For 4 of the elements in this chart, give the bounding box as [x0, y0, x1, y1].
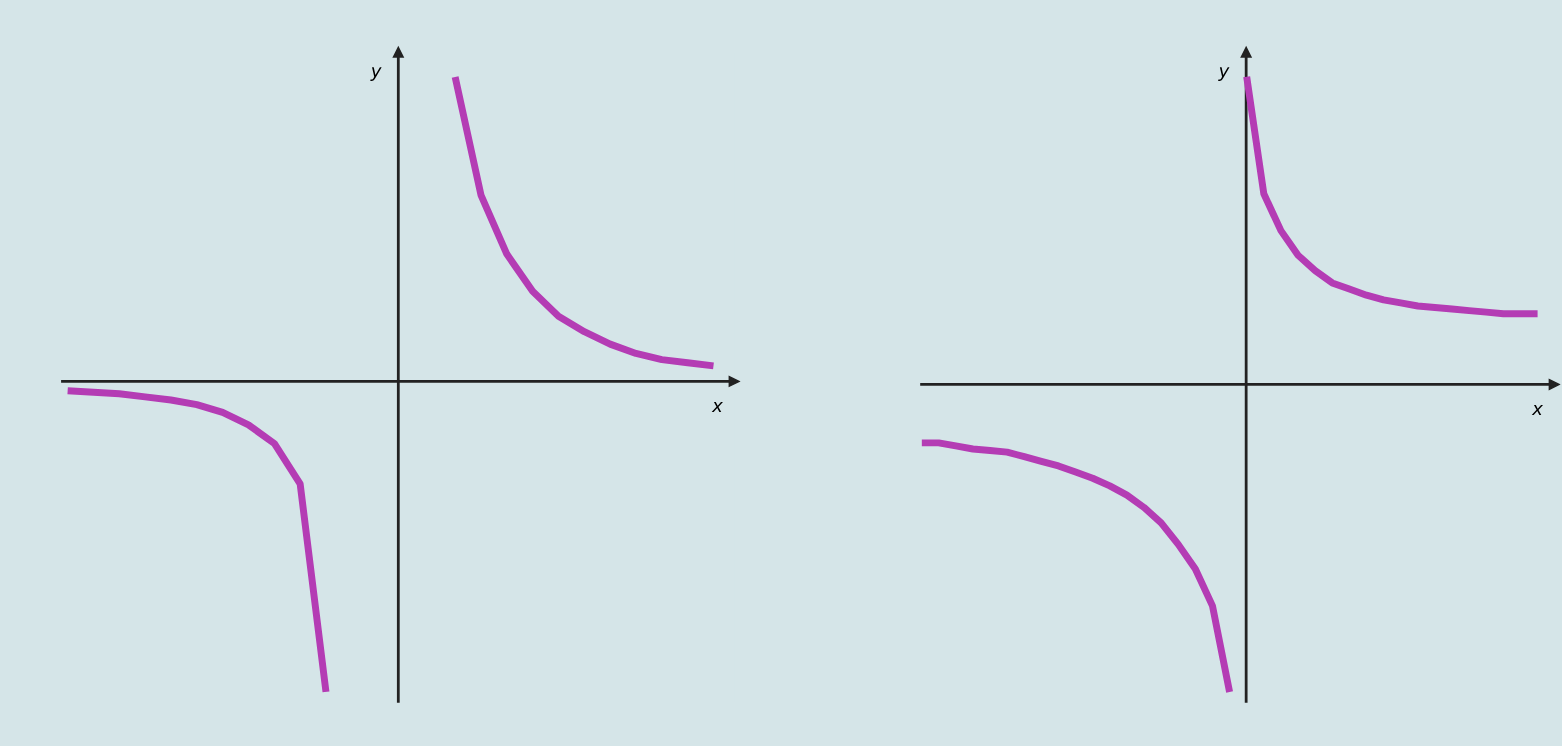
y-axis-title: y [1218, 67, 1230, 81]
x-axis-title: x [1531, 405, 1544, 415]
y-axis-title: y [370, 67, 382, 81]
x-axis-title: x [711, 402, 723, 412]
